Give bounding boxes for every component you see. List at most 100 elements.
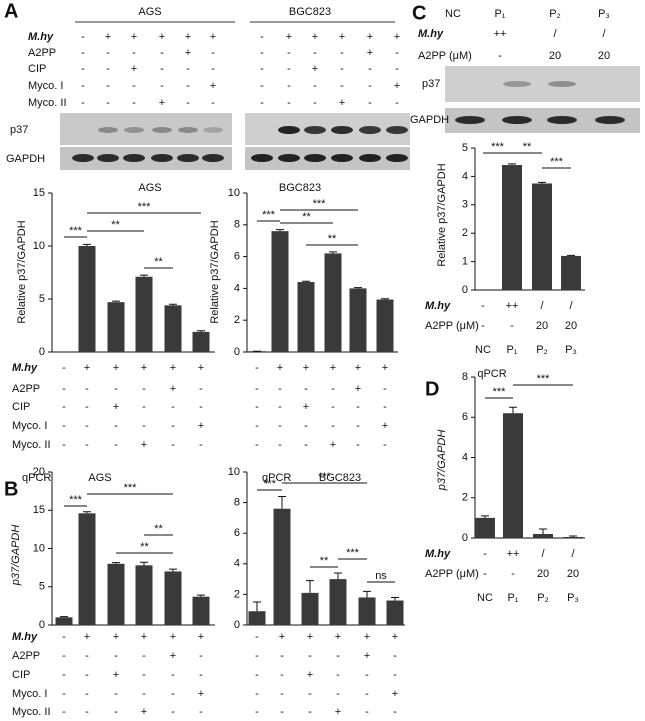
treatment-mark: - xyxy=(142,401,146,413)
treatment-mark: - xyxy=(393,669,397,681)
treatment-mark: - xyxy=(62,631,66,643)
treatment-mark: - xyxy=(280,706,284,718)
treatment-mark: - xyxy=(336,688,340,700)
treatment-mark: - xyxy=(304,383,308,395)
row-label: A2PP xyxy=(12,650,40,662)
bar xyxy=(135,565,153,625)
treatment-mark: + xyxy=(303,362,309,374)
bar xyxy=(192,596,210,625)
blot-band xyxy=(123,154,145,162)
treatment-mark: - xyxy=(395,47,399,59)
treatment-mark: - xyxy=(62,688,66,700)
treatment-mark: + xyxy=(210,80,216,92)
treatment-mark: - xyxy=(211,97,215,109)
row-label: M.hy xyxy=(28,31,54,43)
blot-row-label: GAPDH xyxy=(6,153,45,165)
treatment-mark: - xyxy=(62,706,66,718)
blot-band xyxy=(72,154,94,162)
blot-band xyxy=(97,154,119,162)
treatment-mark: - xyxy=(395,63,399,75)
treatment-mark: + xyxy=(141,439,147,451)
treatment-mark: - xyxy=(383,401,387,413)
row-label: Myco. I xyxy=(12,688,47,700)
error-bar xyxy=(278,495,286,509)
error-bar xyxy=(509,406,517,414)
significance-label: *** xyxy=(263,478,277,490)
treatment-mark: - xyxy=(199,383,203,395)
y-axis-label: Relative p37/GAPDH xyxy=(209,220,221,323)
treatment-mark: - xyxy=(114,420,118,432)
blot-image xyxy=(60,147,232,170)
y-axis-label: Relative p37/GAPDH xyxy=(16,220,28,323)
treatment-mark: - xyxy=(255,439,259,451)
treatment-mark: 20 xyxy=(567,568,579,580)
treatment-mark: + xyxy=(330,362,336,374)
blot-band xyxy=(278,154,300,162)
blot-band xyxy=(177,154,199,162)
bar xyxy=(532,183,552,290)
treatment-mark: - xyxy=(171,688,175,700)
bar xyxy=(561,255,581,290)
treatment-mark: - xyxy=(483,548,487,560)
chart-subtitle: qPCR xyxy=(262,472,291,484)
treatment-mark: + xyxy=(394,31,400,43)
significance-label: ** xyxy=(523,141,532,153)
treatment-mark: - xyxy=(280,669,284,681)
treatment-mark: - xyxy=(142,650,146,662)
treatment-mark: + xyxy=(198,631,204,643)
y-tick-label: 4 xyxy=(462,170,468,182)
row-label: A2PP xyxy=(28,47,56,59)
treatment-mark: - xyxy=(278,439,282,451)
treatment-mark: - xyxy=(278,383,282,395)
treatment-mark: - xyxy=(85,650,89,662)
treatment-mark: - xyxy=(255,669,259,681)
treatment-mark: - xyxy=(287,80,291,92)
significance-label: *** xyxy=(313,198,327,210)
y-tick-label: 2 xyxy=(234,314,240,326)
blot-band xyxy=(359,154,381,162)
significance-label: ** xyxy=(140,541,149,553)
y-tick-label: 10 xyxy=(228,187,240,199)
treatment-mark: 20 xyxy=(537,568,549,580)
y-tick-label: 6 xyxy=(234,527,240,539)
treatment-mark: + xyxy=(84,631,90,643)
treatment-mark: + xyxy=(307,669,313,681)
treatment-mark: + xyxy=(335,706,341,718)
treatment-mark: - xyxy=(199,669,203,681)
column-label: P₃ xyxy=(567,592,579,604)
error-bar xyxy=(140,561,148,566)
treatment-mark: - xyxy=(106,63,110,75)
blot-image xyxy=(445,66,640,102)
y-tick-label: 4 xyxy=(462,451,468,463)
treatment-mark: - xyxy=(313,80,317,92)
treatment-mark: - xyxy=(356,420,360,432)
blot-band xyxy=(251,154,273,162)
blot-band xyxy=(304,126,326,134)
bar xyxy=(349,288,367,352)
treatment-mark: - xyxy=(142,688,146,700)
treatment-mark: + xyxy=(170,362,176,374)
error-bar xyxy=(112,562,120,564)
bar xyxy=(271,231,289,352)
y-tick-label: 8 xyxy=(234,497,240,509)
y-tick-label: 20 xyxy=(33,466,45,478)
treatment-mark: - xyxy=(199,439,203,451)
significance-label: *** xyxy=(262,209,276,221)
treatment-mark: - xyxy=(287,97,291,109)
blot-band xyxy=(547,116,577,124)
treatment-mark: - xyxy=(340,80,344,92)
column-label: P₂ xyxy=(549,8,561,20)
treatment-mark: + xyxy=(364,631,370,643)
treatment-mark: + xyxy=(364,650,370,662)
treatment-mark: - xyxy=(365,688,369,700)
treatment-mark: - xyxy=(336,669,340,681)
blot-band xyxy=(152,127,172,133)
treatment-mark: + xyxy=(131,31,137,43)
treatment-mark: + xyxy=(113,362,119,374)
treatment-mark: - xyxy=(62,383,66,395)
treatment-mark: - xyxy=(255,650,259,662)
treatment-mark: - xyxy=(85,383,89,395)
row-label: M.hy xyxy=(12,362,38,374)
error-bar xyxy=(508,163,516,166)
y-tick-label: 5 xyxy=(39,293,45,305)
